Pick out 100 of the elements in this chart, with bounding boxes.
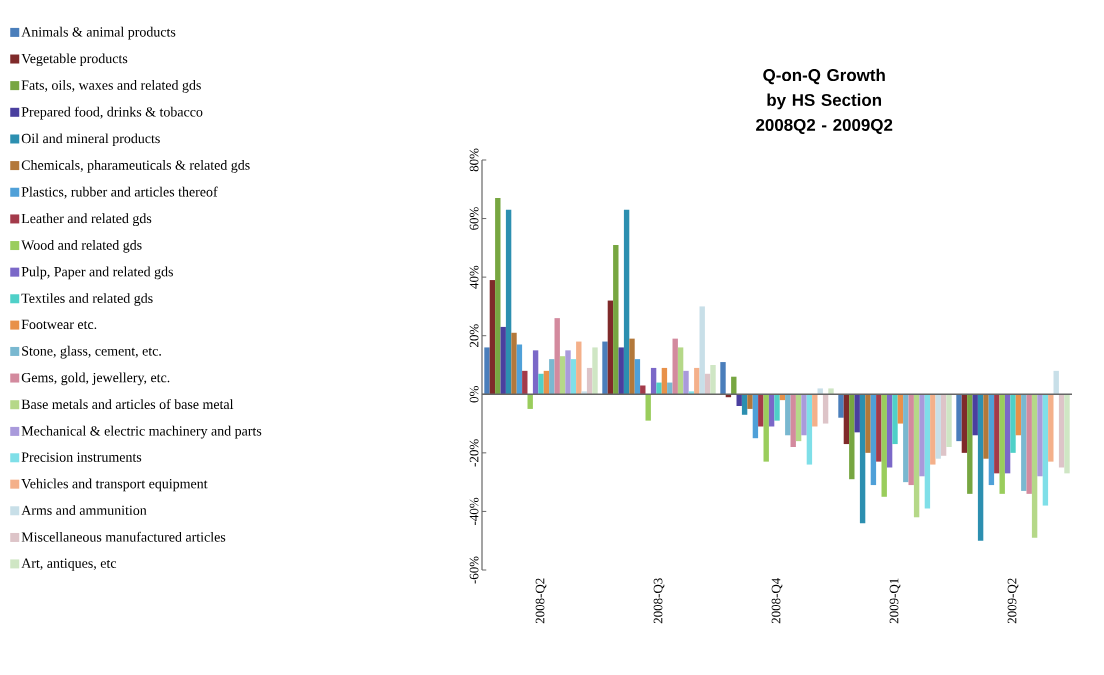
bar xyxy=(881,394,887,497)
bar xyxy=(752,394,759,439)
legend-label: Miscellaneous manufactured articles xyxy=(21,531,226,542)
bar xyxy=(999,394,1005,494)
bar xyxy=(977,394,984,541)
legend-label: Vegetable products xyxy=(21,53,128,67)
bar xyxy=(940,394,947,456)
bar xyxy=(522,370,528,395)
bar xyxy=(607,300,614,395)
legend-label: Footwear etc. xyxy=(21,319,97,330)
legend-label: Art, antiques, etc xyxy=(21,558,117,571)
bar xyxy=(930,394,936,465)
bar xyxy=(988,394,995,486)
bar xyxy=(731,376,737,395)
bar xyxy=(645,394,651,421)
bar xyxy=(672,338,678,395)
y-tick-label: -20% xyxy=(469,439,479,467)
bar xyxy=(699,306,705,395)
bar xyxy=(667,382,673,395)
bar xyxy=(892,394,898,445)
bar xyxy=(694,367,700,395)
bar xyxy=(812,394,818,427)
bar xyxy=(559,356,566,395)
bar xyxy=(532,350,539,395)
y-tick-label: -40% xyxy=(469,497,479,525)
bar xyxy=(876,394,882,462)
y-tick-label: 60% xyxy=(469,207,479,230)
bar xyxy=(838,394,844,418)
bar xyxy=(956,394,962,442)
bar xyxy=(913,394,920,518)
bar xyxy=(946,394,952,447)
legend-label: Oil and mineral products xyxy=(21,133,160,147)
legend-label: Mechanical & electric machinery and parts xyxy=(21,425,262,439)
bar xyxy=(505,209,512,395)
bar xyxy=(1010,394,1016,453)
legend-label: Pulp, Paper and related gds xyxy=(21,266,173,280)
legend-label: Leather and related gds xyxy=(21,213,152,227)
y-tick-label: 0% xyxy=(469,386,479,403)
bar xyxy=(618,347,624,395)
bar xyxy=(741,394,748,415)
legend-label: Gems, gold, jewellery, etc. xyxy=(21,372,170,386)
legend-label: Plastics, rubber and articles thereof xyxy=(21,186,218,199)
x-tick-label: 2008-Q4 xyxy=(771,577,783,624)
legend-label: Stone, glass, cement, etc. xyxy=(22,345,161,359)
bar xyxy=(1031,394,1038,538)
legend-label: Prepared food, drinks & tobacco xyxy=(21,106,203,120)
bar xyxy=(683,370,689,395)
bar xyxy=(785,394,791,436)
bar xyxy=(908,394,914,486)
bar xyxy=(1021,394,1027,491)
bar xyxy=(903,394,909,483)
bar xyxy=(1015,394,1022,436)
y-tick-label: 80% xyxy=(469,148,479,172)
bar xyxy=(602,341,608,395)
bar xyxy=(710,364,716,395)
bar xyxy=(1037,394,1043,477)
bar xyxy=(656,382,662,395)
bar xyxy=(484,347,490,395)
bar xyxy=(854,394,860,433)
bar xyxy=(1058,394,1065,468)
chart-title: Q-on-Q Growth by HS Section 2008Q2 - 2009Q2 xyxy=(756,68,893,135)
bar xyxy=(870,394,877,486)
legend-label: Textiles and related gds xyxy=(21,293,153,306)
bar xyxy=(747,394,753,409)
bar xyxy=(1064,394,1070,474)
bar xyxy=(886,394,893,468)
bar xyxy=(565,350,571,395)
bar xyxy=(623,209,630,395)
bar xyxy=(511,332,517,395)
bar xyxy=(983,394,989,459)
legend-label: Precision instruments xyxy=(21,452,142,462)
bar xyxy=(592,347,598,395)
bar xyxy=(828,388,834,395)
bar xyxy=(758,394,764,427)
bar xyxy=(629,338,635,395)
bar xyxy=(489,280,496,395)
legend-label: Vehicles and transport equipment xyxy=(21,478,208,492)
bar xyxy=(897,394,904,424)
bar xyxy=(495,198,501,395)
bar xyxy=(640,385,646,395)
bar xyxy=(865,394,871,453)
bar xyxy=(967,394,973,494)
bar xyxy=(822,394,829,424)
y-tick-label: 20% xyxy=(469,324,479,348)
bar xyxy=(806,394,813,465)
x-tick-label: 2009-Q2 xyxy=(1007,578,1019,624)
bar xyxy=(549,359,555,395)
bar xyxy=(576,341,582,395)
x-tick-label: 2008-Q3 xyxy=(653,578,665,624)
bar xyxy=(961,394,968,453)
bar xyxy=(795,394,802,442)
bar xyxy=(935,394,941,459)
bar xyxy=(720,362,726,395)
bar xyxy=(613,244,619,395)
legend-label: Arms and ammunition xyxy=(21,505,147,516)
bar xyxy=(516,344,523,395)
bar xyxy=(763,394,769,462)
bar xyxy=(859,394,866,524)
legend-label: Fats, oils, waxes and related gds xyxy=(21,80,201,93)
legend-label: Base metals and articles of base metal xyxy=(21,399,234,410)
